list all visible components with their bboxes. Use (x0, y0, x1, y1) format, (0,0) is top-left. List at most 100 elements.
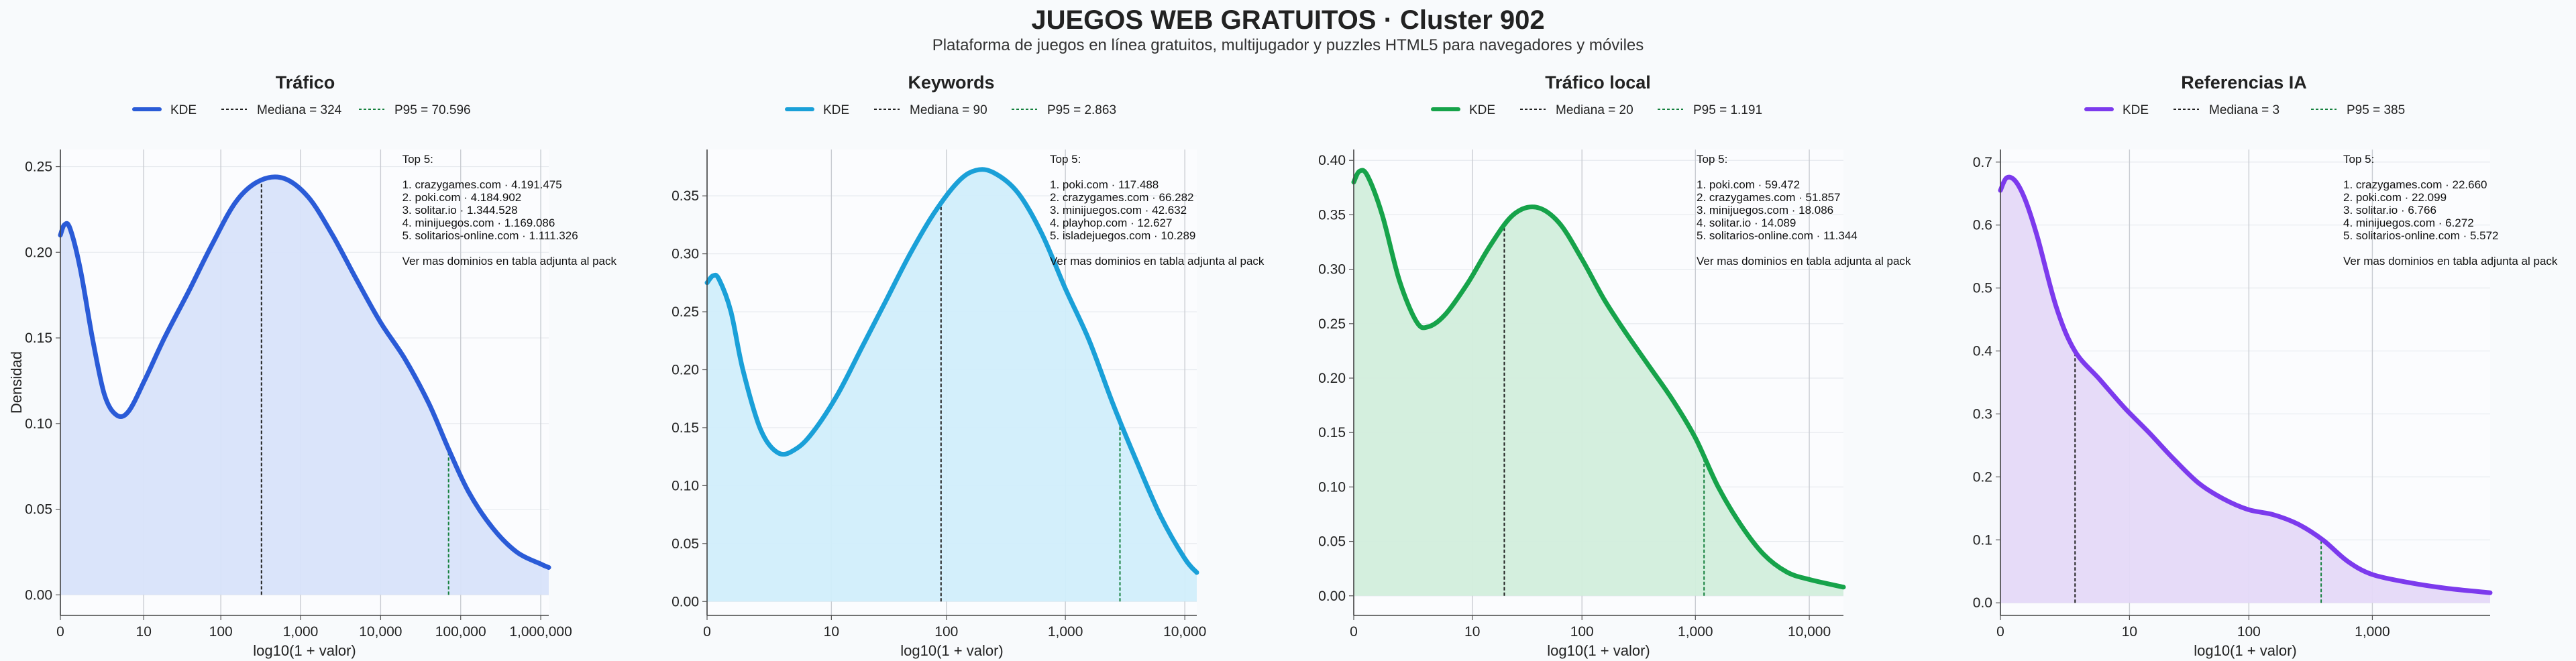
x-tick-label: 1,000 (283, 624, 319, 640)
annotation-line: 2. crazygames.com · 66.282 (1050, 191, 1193, 204)
legend-label-kde: KDE (170, 103, 197, 117)
y-axis-label: Densidad (8, 351, 25, 414)
annotation-line: Top 5: (1697, 153, 1727, 166)
annotation-line: 4. minijuegos.com · 1.169.086 (402, 217, 555, 229)
y-tick-label: 0.10 (25, 416, 52, 432)
x-tick-label: 0 (703, 624, 711, 640)
annotation-line: 3. minijuegos.com · 18.086 (1697, 204, 1833, 217)
legend-label-median: Mediana = 324 (257, 103, 342, 117)
legend-label-kde: KDE (823, 103, 849, 117)
x-tick-label: 100,000 (435, 624, 486, 640)
legend-label-p95: P95 = 70.596 (394, 103, 471, 117)
y-tick-label: 0.20 (25, 245, 52, 260)
x-tick-label: 100 (2237, 624, 2261, 640)
annotation-line: 1. crazygames.com · 4.191.475 (402, 178, 562, 191)
y-tick-label: 0.00 (672, 594, 699, 609)
annotation-line: 2. poki.com · 22.099 (2343, 191, 2447, 204)
chart-panel-1: Tráfico KDE Mediana = 324 P95 = 70.596 0.00 0… (8, 72, 617, 659)
y-tick-label: 0.7 (1973, 155, 1992, 170)
annotation-line: 3. solitar.io · 1.344.528 (402, 204, 518, 217)
annotation-line: Ver mas dominios en tabla adjunta al pac… (1050, 255, 1265, 267)
y-tick-label: 0.35 (1318, 207, 1346, 223)
x-axis-label: log10(1 + valor) (900, 642, 1003, 659)
y-tick-label: 0.30 (672, 247, 699, 262)
y-tick-label: 0.15 (672, 420, 699, 436)
legend-label-p95: P95 = 2.863 (1047, 103, 1116, 117)
y-tick-label: 0.0 (1973, 595, 1992, 611)
y-tick-label: 0.05 (25, 502, 52, 518)
x-tick-label: 10 (1464, 624, 1480, 640)
annotation-line: 4. minijuegos.com · 6.272 (2343, 217, 2474, 229)
annotation-line: 4. solitar.io · 14.089 (1697, 217, 1796, 229)
annotation-line: 2. poki.com · 4.184.902 (402, 191, 522, 204)
annotation-line: 5. solitarios-online.com · 11.344 (1697, 229, 1858, 242)
annotation-line: 3. minijuegos.com · 42.632 (1050, 204, 1187, 217)
page-title: JUEGOS WEB GRATUITOS · Cluster 902 (1031, 5, 1545, 35)
y-tick-label: 0.25 (25, 160, 52, 175)
legend-label-median: Mediana = 3 (2209, 103, 2279, 117)
chart-title: Tráfico (276, 72, 335, 93)
y-tick-label: 0.20 (672, 362, 699, 377)
annotation-line: Ver mas dominios en tabla adjunta al pac… (402, 255, 617, 267)
annotation-line: 1. crazygames.com · 22.660 (2343, 178, 2487, 191)
annotation-line: 1. poki.com · 59.472 (1697, 178, 1800, 191)
x-tick-label: 0 (1350, 624, 1358, 640)
y-tick-label: 0.4 (1973, 344, 1993, 359)
chart-title: Referencias IA (2181, 72, 2307, 93)
x-tick-label: 1,000 (1678, 624, 1713, 640)
kde-line (704, 167, 1199, 575)
annotation-line: 5. isladejuegos.com · 10.289 (1050, 229, 1195, 242)
y-tick-label: 0.6 (1973, 218, 1992, 233)
legend-label-kde: KDE (2123, 103, 2149, 117)
x-tick-label: 1,000 (1048, 624, 1083, 640)
x-axis-label: log10(1 + valor) (2194, 642, 2296, 659)
chart-panel-3: Tráfico local KDE Mediana = 20 P95 = 1.191 0… (1318, 72, 1911, 659)
chart-title: Keywords (908, 72, 994, 93)
y-tick-label: 0.10 (672, 478, 699, 493)
kde-line (58, 174, 551, 570)
page-subtitle: Plataforma de juegos en línea gratuitos,… (932, 36, 1644, 54)
annotation-line: 3. solitar.io · 6.766 (2343, 204, 2436, 217)
y-tick-label: 0.35 (672, 188, 699, 204)
annotation-line: Top 5: (1050, 153, 1081, 166)
annotation-line: 5. solitarios-online.com · 1.111.326 (402, 229, 578, 242)
x-tick-label: 10 (136, 624, 152, 640)
annotation-line: Ver mas dominios en tabla adjunta al pac… (1697, 255, 1911, 267)
x-axis-label: log10(1 + valor) (253, 642, 356, 659)
annotation-line: 4. playhop.com · 12.627 (1050, 217, 1172, 229)
x-tick-label: 10 (2122, 624, 2137, 640)
y-tick-label: 0.30 (1318, 262, 1346, 278)
y-tick-label: 0.05 (672, 536, 699, 552)
x-tick-label: 100 (934, 624, 958, 640)
x-tick-label: 0 (1996, 624, 2004, 640)
annotation-line: Ver mas dominios en tabla adjunta al pac… (2343, 255, 2558, 267)
kde-line (1351, 168, 1846, 590)
kde-line (1998, 174, 2493, 595)
annotation-line: Top 5: (402, 153, 433, 166)
x-tick-label: 0 (56, 624, 64, 640)
y-tick-label: 0.25 (1318, 316, 1346, 332)
kde-area (1354, 170, 1843, 596)
y-tick-label: 0.00 (1318, 589, 1346, 604)
annotation-line: 2. crazygames.com · 51.857 (1697, 191, 1840, 204)
x-tick-label: 100 (1570, 624, 1594, 640)
y-tick-label: 0.15 (1318, 425, 1346, 440)
y-tick-label: 0.05 (1318, 534, 1346, 550)
x-tick-label: 10,000 (359, 624, 402, 640)
x-tick-label: 100 (209, 624, 233, 640)
legend-label-kde: KDE (1469, 103, 1495, 117)
y-tick-label: 0.3 (1973, 406, 1992, 422)
x-tick-label: 1,000 (2355, 624, 2390, 640)
legend-label-median: Mediana = 20 (1556, 103, 1633, 117)
kde-area (2000, 177, 2490, 603)
chart-panel-2: Keywords KDE Mediana = 90 P95 = 2.863 0.00 0.… (672, 72, 1265, 659)
kde-area (60, 176, 549, 595)
y-tick-label: 0.25 (672, 304, 699, 320)
x-tick-label: 10 (824, 624, 839, 640)
legend-label-p95: P95 = 385 (2347, 103, 2405, 117)
y-tick-label: 0.40 (1318, 153, 1346, 168)
legend-label-median: Mediana = 90 (910, 103, 987, 117)
annotation-line: 1. poki.com · 117.488 (1050, 178, 1159, 191)
y-tick-label: 0.15 (25, 330, 52, 346)
